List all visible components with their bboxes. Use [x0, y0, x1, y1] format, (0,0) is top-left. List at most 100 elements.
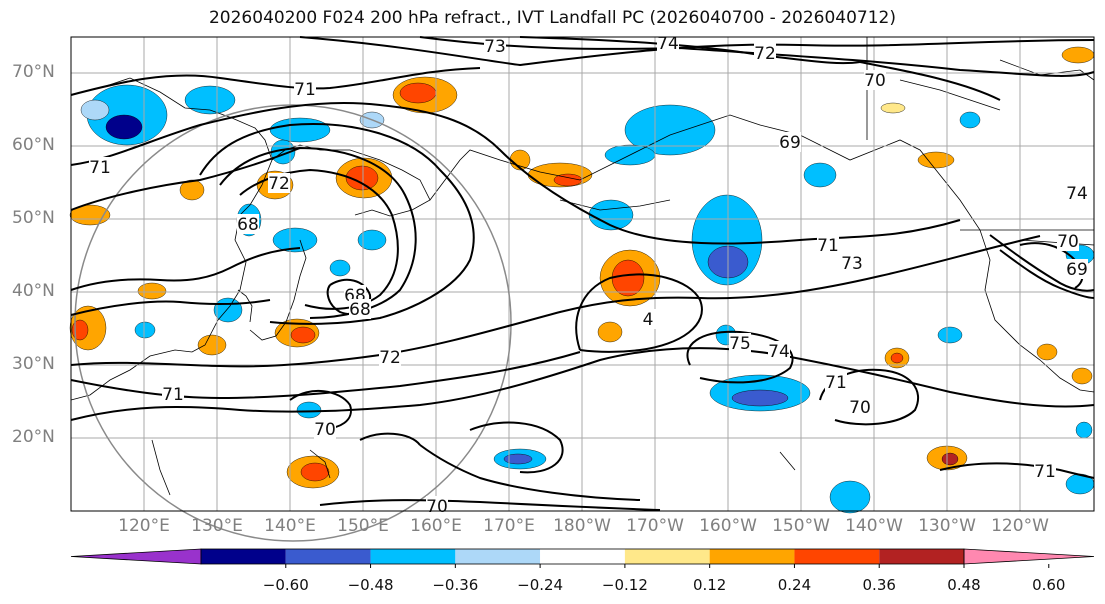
plot-title: 2026040200 F024 200 hPa refract., IVT La…	[208, 8, 896, 28]
colorbar-tick-label: −0.36	[432, 576, 479, 594]
contour-label: 71	[294, 80, 316, 100]
negative-anomaly-patch	[803, 162, 837, 188]
contour-label: 71	[1034, 462, 1056, 482]
positive-anomaly-patch	[917, 151, 955, 169]
refractivity-contour-line	[70, 101, 961, 245]
refractivity-contour-line	[519, 36, 861, 65]
negative-anomaly-patch	[80, 99, 110, 121]
refractivity-contour-line	[859, 61, 1001, 101]
refractivity-contour-line	[575, 273, 703, 353]
negative-anomaly-patch	[269, 117, 331, 143]
colorbar-frame	[200, 548, 965, 565]
contour-label-bg	[849, 397, 871, 417]
contour-label: 68	[349, 300, 371, 320]
latitude-label: 40°N	[12, 281, 55, 301]
contour-label-bg	[825, 372, 847, 392]
contour-label-bg	[1066, 259, 1088, 279]
positive-anomaly-patch	[611, 259, 645, 297]
contour-label: 68	[237, 215, 259, 235]
longitude-label: 180°W	[553, 516, 611, 536]
contour-label: 71	[162, 385, 184, 405]
negative-anomaly-patch	[1075, 421, 1093, 439]
negative-anomaly-patch	[503, 453, 533, 465]
contour-label: 70	[849, 398, 871, 418]
negative-anomaly-patch	[731, 389, 789, 407]
colorbar-segment	[285, 549, 371, 564]
positive-anomaly-patch	[290, 326, 316, 344]
positive-anomaly-patch	[941, 452, 959, 466]
refractivity-contour-line	[219, 146, 417, 319]
colorbar-segment	[879, 549, 964, 564]
positive-anomaly-patch	[137, 282, 167, 300]
coastline	[899, 79, 1001, 111]
contour-label-bg	[379, 347, 401, 367]
colorbar-tick-label: 0.24	[777, 576, 812, 594]
contour-label-bg	[294, 79, 316, 99]
colorbar-tick-label: 0.60	[1032, 576, 1066, 594]
refractivity-contour-line	[70, 67, 481, 96]
contour-label: 70	[864, 71, 886, 91]
positive-anomaly-patch	[179, 179, 205, 201]
longitude-label: 170°W	[626, 516, 684, 536]
coastline	[237, 289, 253, 323]
contour-label-bg	[768, 341, 790, 361]
contour-label-bg	[864, 70, 886, 90]
contour-label: 69	[779, 133, 801, 153]
contour-label-bg	[841, 253, 863, 273]
negative-anomaly-patch	[829, 480, 871, 514]
negative-anomaly-patch	[213, 297, 243, 323]
negative-anomaly-patch	[959, 111, 981, 129]
longitude-label: 160°W	[699, 516, 757, 536]
refractivity-contour-line	[70, 247, 301, 291]
refractivity-contour-line	[419, 444, 641, 501]
contour-label: 71	[825, 373, 847, 393]
contour-label: 71	[89, 158, 111, 178]
contour-label-bg	[349, 299, 371, 319]
colorbar-tick-label: −0.48	[347, 576, 394, 594]
negative-anomaly-patch	[184, 85, 236, 115]
contour-label: 70	[314, 420, 336, 440]
colorbar-segment	[709, 549, 795, 564]
longitude-label: 170°E	[483, 516, 535, 536]
contour-label: 73	[841, 254, 863, 274]
longitude-label: 120°W	[991, 516, 1049, 536]
radius-ring	[74, 104, 512, 542]
coastline	[309, 449, 331, 479]
negative-anomaly-patch	[272, 227, 318, 253]
contour-label: 74	[657, 34, 679, 54]
negative-anomaly-patch	[296, 401, 322, 419]
contour-label-bg	[1034, 461, 1056, 481]
colorbar-tick-label: −0.12	[601, 576, 648, 594]
negative-anomaly-patch	[624, 104, 716, 156]
colorbar-segment	[370, 549, 456, 564]
colorbar-segment	[455, 549, 541, 564]
colorbar-segment	[201, 549, 286, 564]
refractivity-contours	[70, 36, 1095, 511]
longitude-label: 150°W	[772, 516, 830, 536]
negative-anomaly-patch	[357, 229, 387, 251]
longitude-label: 140°W	[845, 516, 903, 536]
contour-label: 74	[768, 342, 790, 362]
contour-label-bg	[162, 384, 184, 404]
coastline	[271, 144, 431, 217]
colorbar-extend-high	[963, 548, 1095, 565]
positive-anomaly-patch	[1036, 343, 1058, 361]
negative-anomaly-patch	[329, 259, 351, 277]
refractivity-contour-line	[70, 299, 271, 316]
colorbar-tick-label: −0.24	[517, 576, 564, 594]
refractivity-contour-line	[419, 36, 1095, 77]
contour-label: 74	[1066, 184, 1088, 204]
longitude-label: 130°E	[191, 516, 243, 536]
contour-label: 73	[484, 37, 506, 57]
contour-label-bg	[1057, 231, 1079, 251]
contour-label-bg	[484, 36, 506, 56]
contour-label-bg	[779, 132, 801, 152]
refractivity-contour-line	[999, 249, 1095, 299]
positive-anomaly-patch	[890, 352, 904, 364]
positive-anomaly-patch	[597, 321, 623, 343]
contour-label-bg	[817, 235, 839, 255]
refractivity-contour-line	[989, 234, 1095, 292]
longitude-label: 150°E	[337, 516, 389, 536]
refractivity-contour-line	[469, 421, 564, 474]
